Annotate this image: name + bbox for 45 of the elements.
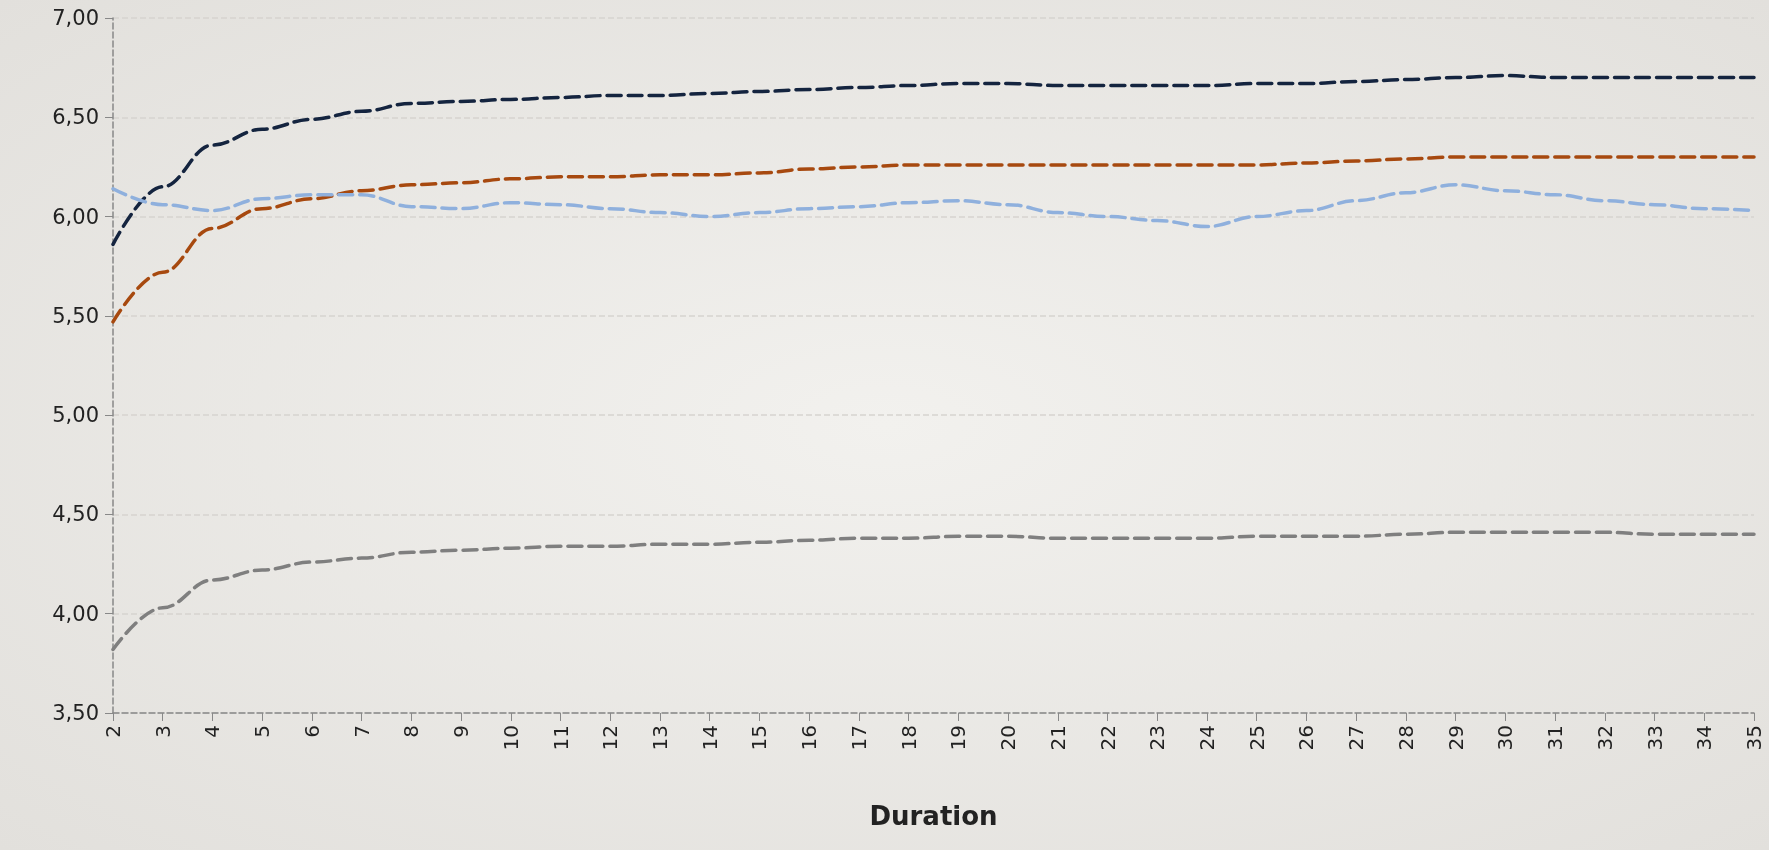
x-tick-label: 3: [150, 725, 175, 738]
x-tick-label: 22: [1095, 725, 1120, 751]
x-tick-label: 18: [896, 725, 921, 751]
x-tick-label: 32: [1592, 725, 1617, 751]
x-tick-label: 34: [1692, 725, 1717, 751]
x-tick-label: 12: [598, 725, 623, 751]
x-tick-label: 19: [946, 725, 971, 751]
x-tick-label: 27: [1344, 725, 1369, 751]
x-tick-label: 21: [1045, 725, 1070, 751]
x-tick-label: 24: [1195, 725, 1219, 751]
y-tick-label: 7,00: [52, 6, 99, 30]
x-tick-label: 17: [846, 725, 871, 751]
x-tick-label: 5: [250, 725, 275, 738]
y-tick-label: 5,00: [52, 403, 99, 428]
line-series: [111, 73, 1756, 247]
x-tick-label: 10: [498, 725, 523, 751]
x-tick-label: 20: [996, 725, 1021, 751]
x-tick-label: 11: [548, 725, 573, 751]
x-tick-label: 30: [1493, 725, 1518, 751]
x-tick-label: 15: [747, 725, 772, 751]
x-tick-label: 14: [697, 725, 722, 751]
x-tick-label: 8: [399, 725, 424, 738]
y-tick-label: 5,50: [52, 303, 99, 328]
x-tick-label: 26: [1294, 725, 1319, 751]
x-tick-label: 16: [797, 725, 822, 751]
x-tick-label: 4: [200, 725, 225, 738]
x-tick-label: 33: [1642, 725, 1667, 751]
x-tick-label: 25: [1244, 725, 1269, 751]
x-tick-label: 2: [101, 725, 125, 738]
y-tick-label: 6,50: [52, 105, 99, 130]
y-tick-label: 4,00: [52, 601, 99, 626]
x-tick-label: 29: [1443, 725, 1468, 751]
y-tick-label: 4,50: [52, 502, 99, 527]
y-tick-label: 3,50: [52, 701, 99, 725]
x-tick-label: 31: [1543, 725, 1568, 751]
line-series: [111, 155, 1756, 324]
x-axis-title: Duration: [869, 801, 998, 831]
x-tick-label: 28: [1393, 725, 1418, 751]
x-tick-label: 35: [1742, 725, 1766, 751]
x-tick-label: 6: [299, 725, 324, 738]
x-tick-label: 13: [648, 725, 672, 751]
x-tick-label: 9: [449, 725, 474, 738]
y-tick-label: 6,00: [52, 204, 99, 229]
x-tick-label: 23: [1145, 725, 1170, 751]
x-tick-label: 7: [349, 725, 374, 738]
